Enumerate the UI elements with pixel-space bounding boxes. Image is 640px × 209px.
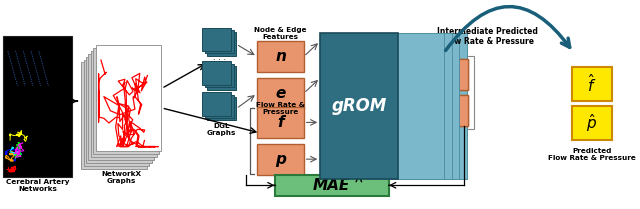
Text: MAE: MAE	[313, 178, 350, 193]
Bar	[382, 33, 460, 178]
Bar	[93, 48, 159, 154]
Text: gROM: gROM	[332, 97, 387, 115]
Bar	[572, 67, 612, 101]
Bar	[257, 78, 304, 109]
Bar	[202, 28, 231, 51]
Text: p’: p’	[437, 104, 452, 118]
Bar	[202, 61, 231, 85]
Bar	[81, 62, 147, 169]
Bar	[320, 33, 397, 178]
Text: p’: p’	[437, 104, 452, 118]
Bar	[84, 60, 149, 166]
Text: Predicted
Flow Rate & Pressure: Predicted Flow Rate & Pressure	[548, 148, 636, 161]
Bar	[205, 30, 234, 53]
Text: f: f	[277, 115, 284, 130]
Bar	[96, 45, 161, 152]
Bar	[202, 92, 231, 116]
Bar	[418, 56, 474, 129]
Bar	[207, 32, 236, 56]
Bar	[257, 107, 304, 138]
Text: n: n	[275, 49, 286, 64]
Bar	[207, 97, 236, 120]
Text: p: p	[275, 152, 286, 167]
Text: NetworkX
Graphs: NetworkX Graphs	[101, 171, 141, 184]
Text: e: e	[275, 86, 285, 101]
Text: · · ·: · · ·	[213, 56, 226, 65]
Bar	[205, 64, 234, 87]
Bar	[88, 54, 154, 160]
Bar	[205, 95, 234, 118]
Bar	[422, 95, 468, 126]
Bar	[390, 33, 467, 178]
Bar	[374, 33, 452, 178]
Bar	[422, 95, 468, 126]
Text: f’: f’	[439, 67, 451, 81]
Bar	[572, 106, 612, 140]
Bar	[275, 175, 389, 196]
Bar	[207, 66, 236, 89]
Text: Intermediate Predicted
Flow Rate & Pressure: Intermediate Predicted Flow Rate & Press…	[437, 27, 538, 46]
Bar	[3, 36, 72, 177]
Text: DGL
Graphs: DGL Graphs	[207, 123, 236, 136]
Text: $\hat{p}$: $\hat{p}$	[586, 112, 598, 134]
Bar	[91, 51, 157, 157]
Bar	[257, 144, 304, 175]
Bar	[86, 57, 152, 163]
Text: Flow Rate &
Pressure: Flow Rate & Pressure	[256, 102, 305, 115]
Bar	[257, 41, 304, 72]
Text: Cerebral Artery
Networks: Cerebral Artery Networks	[6, 178, 69, 191]
Bar	[367, 33, 444, 178]
Bar	[422, 59, 468, 89]
Bar	[422, 59, 468, 89]
Text: Node & Edge
Features: Node & Edge Features	[254, 27, 307, 40]
Text: f’: f’	[439, 67, 451, 81]
Text: $\hat{f}$: $\hat{f}$	[588, 73, 596, 95]
